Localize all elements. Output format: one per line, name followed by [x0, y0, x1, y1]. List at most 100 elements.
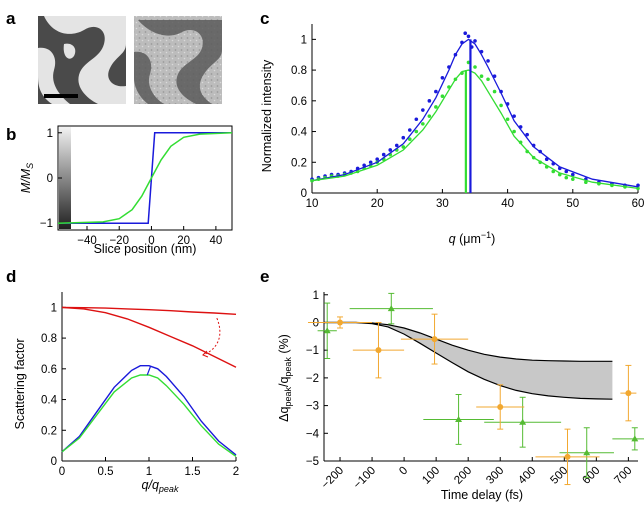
panel-c-point-green: [401, 145, 406, 149]
panel-d-ytick-label: 0.6: [41, 364, 57, 376]
panel-c-point-green: [427, 114, 432, 118]
panel-c-point-green: [499, 103, 503, 108]
panel-e-point-dgreen: [455, 415, 463, 422]
panel-e-point-orange: [497, 403, 504, 410]
panel-e-plot: −200 −100 0 100 200 300 400 500 600 700−5−4−3−2−1…: [306, 290, 644, 492]
panel-c-point-green: [408, 137, 412, 142]
panel-b-ytick-label: −1: [40, 218, 53, 230]
panel-b-ytick-label: 0: [47, 173, 53, 185]
panel-c-point-green: [584, 180, 588, 185]
panel-c-point-blue: [375, 157, 380, 161]
panel-c-point-blue: [368, 160, 373, 165]
panel-c-ylabel: Normalized intensity: [260, 59, 274, 172]
panel-c-point-blue: [440, 75, 445, 80]
panel-c-xtick-label: 10: [306, 198, 319, 210]
domain-image-left: [38, 16, 126, 104]
panel-d-ytick-label: 0: [51, 456, 57, 468]
panel-c-fit-green: [311, 69, 639, 190]
panel-c-fit-blue: [311, 38, 639, 188]
panel-c-point-green: [414, 129, 419, 134]
panel-e-band: [324, 322, 613, 400]
panel-e-ytick-label: 1: [313, 290, 319, 302]
panel-c-xtick-label: 20: [371, 198, 384, 210]
panel-e-xtick-label: −100: [351, 465, 378, 492]
panel-e-point-orange: [431, 336, 438, 343]
panel-c-point-green: [310, 178, 314, 183]
panel-c-point-blue: [421, 108, 425, 112]
panel-e-point-dgreen: [583, 449, 591, 456]
panel-d-line-red-1: [61, 306, 237, 368]
panel-b-line-green: [57, 132, 233, 224]
panel-d-arrow: [202, 317, 221, 356]
panel-e-ytick-label: −2: [306, 373, 319, 385]
panel-d-ytick-label: 0.2: [41, 425, 57, 437]
panel-b-xtick-label: 0: [148, 235, 154, 247]
panel-e-xtick-label: 0: [397, 465, 410, 478]
panel-c-point-blue: [394, 143, 399, 148]
panel-e-point-orange: [564, 453, 571, 460]
panel-c-point-green: [421, 122, 425, 126]
panel-d-plot: 0 0.5 1 1.5 2 0 0.2 0.4 0.6 0.8 1: [41, 292, 239, 478]
panel-b-ytick-label: 1: [47, 128, 53, 140]
panel-b-xtick-label: −20: [109, 235, 129, 247]
panel-e-ytick-label: −4: [306, 428, 320, 440]
panel-b-xtick-label: 40: [209, 235, 222, 247]
panel-c-point-green: [486, 77, 490, 82]
panel-label-b: b: [6, 125, 16, 144]
domain-image-right: [134, 16, 222, 104]
panel-e-band-lower: [324, 321, 613, 400]
panel-b-xtick-label: 20: [177, 235, 190, 247]
panel-b-plot: −40 −20 0 20 40 −1 0 1: [40, 125, 233, 247]
panel-c-ytick-label: 0.6: [291, 96, 307, 108]
panel-c-point-green: [505, 117, 510, 122]
panel-b-frame: [57, 125, 233, 231]
panel-e-xtick-label: 200: [452, 465, 474, 487]
panel-c-xtick-label: 50: [566, 198, 579, 210]
magnetization-colorbar: [59, 127, 71, 229]
panel-c-ytick-label: 0.8: [291, 65, 307, 77]
panel-c-point-green: [473, 65, 477, 69]
panel-d-xtick-label: 2: [233, 466, 239, 478]
panel-e-xtick-label: 300: [484, 465, 506, 487]
panel-c-point-blue: [564, 169, 569, 174]
panel-d-xtick-label: 0: [59, 466, 65, 478]
panel-c-point-green: [440, 94, 445, 99]
panel-d-xtick-label: 0.5: [98, 466, 114, 478]
panel-e-ytick-label: −5: [306, 456, 319, 468]
panel-e-point-orange: [337, 319, 344, 326]
panel-b-xlabel: Slice position (nm): [94, 242, 197, 256]
panel-c-point-green: [479, 74, 484, 79]
panel-e-ytick-label: 0: [313, 317, 319, 329]
panel-c-point-green: [551, 169, 556, 174]
panel-e-point-orange: [375, 347, 382, 354]
panel-c-point-blue: [512, 114, 516, 118]
panel-c-ytick-label: 0: [301, 188, 307, 200]
panel-c-point-blue: [414, 117, 419, 122]
panel-e-xtick-label: 400: [516, 465, 538, 487]
panel-e-point-dgreen: [387, 305, 395, 312]
panel-c-point-blue: [525, 132, 529, 137]
panel-d-xlabel: q/qpeak: [142, 478, 179, 494]
panel-e-ytick-label: −3: [306, 401, 319, 413]
panel-c-plot: 10 20 30 40 50 60 0 0.2 0.4 0.6 0.8 1: [291, 24, 644, 210]
panel-e-ylabel: Δqpeak/qpeak (%): [277, 334, 293, 422]
panel-c-ytick-label: 0.4: [291, 127, 308, 139]
panel-c-xtick-label: 40: [501, 198, 514, 210]
panel-c-point-blue: [571, 172, 575, 177]
panel-e-xtick-label: 600: [580, 465, 602, 487]
panel-c-xtick-label: 30: [436, 198, 449, 210]
panel-c-point-blue: [466, 34, 471, 39]
panel-d-arrowhead: [202, 350, 209, 358]
panel-c-xtick-label: 60: [632, 198, 644, 210]
panel-d-xtick-label: 1: [146, 466, 152, 478]
panel-c-ytick-label: 1: [301, 34, 307, 46]
panel-label-d: d: [6, 267, 16, 286]
panel-b-line-blue: [58, 132, 232, 224]
panel-c-point-blue: [401, 135, 406, 140]
panel-e-point-dgreen: [323, 327, 331, 334]
panel-c-ytick-label: 0.2: [291, 157, 307, 169]
panel-d-ytick-label: 0.8: [41, 333, 57, 345]
panel-d-ytick-label: 0.4: [41, 395, 58, 407]
panel-label-a: a: [6, 9, 16, 28]
